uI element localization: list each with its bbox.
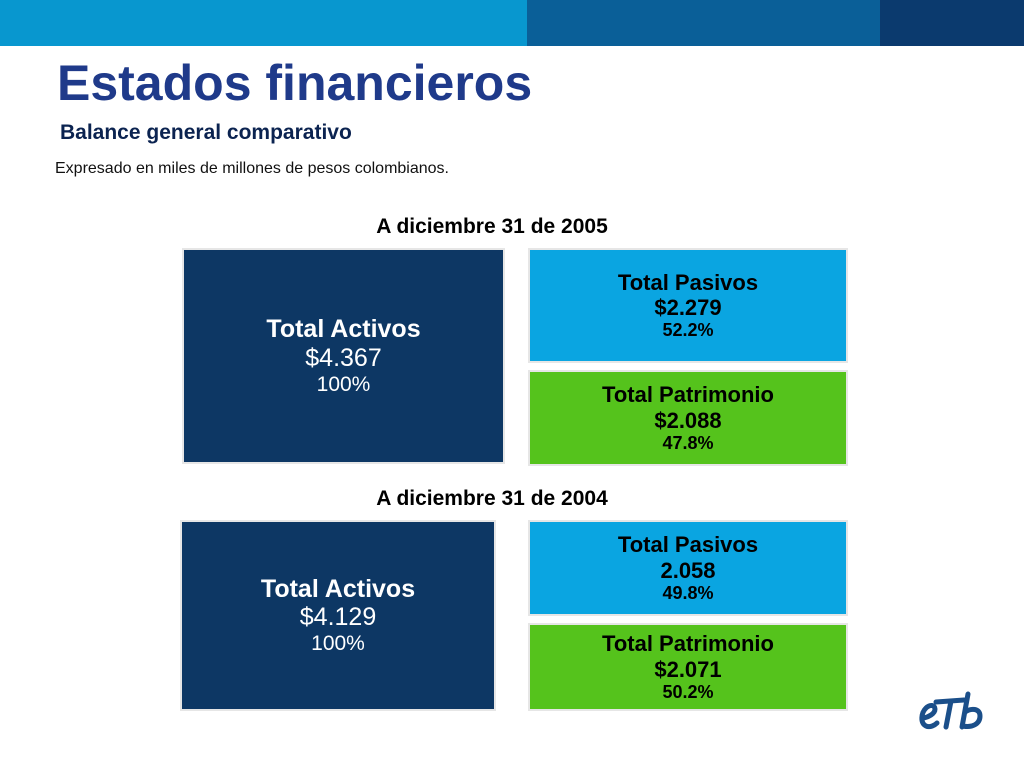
total-patrimonio-2005-box: Total Patrimonio $2.088 47.8% [528, 370, 848, 466]
total-patrimonio-2005-value: $2.088 [654, 407, 722, 433]
total-pasivos-2005-percent: 52.2% [662, 320, 714, 341]
total-pasivos-2005-label: Total Pasivos [617, 269, 759, 295]
top-banner [0, 0, 1024, 46]
logo-letter-t-stem [943, 698, 954, 730]
total-patrimonio-2004-label: Total Patrimonio [602, 631, 774, 657]
total-activos-2005-percent: 100% [316, 372, 371, 396]
page-subtitle: Balance general comparativo [60, 121, 352, 144]
total-pasivos-2005-value: $2.279 [654, 295, 722, 321]
total-pasivos-2004-value: 2.058 [660, 557, 716, 583]
logo-letter-e [919, 703, 940, 730]
total-patrimonio-2004-value: $2.071 [654, 656, 722, 682]
total-activos-2005-box: Total Activos $4.367 100% [182, 248, 505, 464]
total-activos-2005-label: Total Activos [266, 315, 421, 344]
total-activos-2004-label: Total Activos [260, 574, 416, 603]
banner-segment-light [0, 0, 527, 46]
banner-segment-mid [527, 0, 880, 46]
total-activos-2004-box: Total Activos $4.129 100% [180, 520, 496, 711]
units-note: Expresado en miles de millones de pesos … [55, 160, 449, 177]
logo-letter-b-bowl [960, 706, 983, 729]
period-2004-heading: A diciembre 31 de 2004 [376, 487, 608, 510]
total-pasivos-2005-box: Total Pasivos $2.279 52.2% [528, 248, 848, 363]
total-activos-2005-value: $4.367 [305, 343, 382, 372]
period-2005-heading: A diciembre 31 de 2005 [376, 215, 608, 238]
page-title: Estados financieros [57, 55, 533, 111]
total-pasivos-2004-box: Total Pasivos 2.058 49.8% [528, 520, 848, 616]
total-activos-2004-percent: 100% [311, 632, 365, 656]
banner-segment-dark [880, 0, 1024, 46]
total-patrimonio-2005-label: Total Patrimonio [602, 382, 774, 408]
total-activos-2004-value: $4.129 [299, 603, 377, 632]
total-patrimonio-2005-percent: 47.8% [662, 432, 714, 453]
total-patrimonio-2004-percent: 50.2% [662, 681, 714, 702]
total-patrimonio-2004-box: Total Patrimonio $2.071 50.2% [528, 623, 848, 711]
etb-logo-icon [919, 691, 983, 730]
total-pasivos-2004-label: Total Pasivos [617, 532, 759, 558]
total-pasivos-2004-percent: 49.8% [662, 582, 714, 603]
